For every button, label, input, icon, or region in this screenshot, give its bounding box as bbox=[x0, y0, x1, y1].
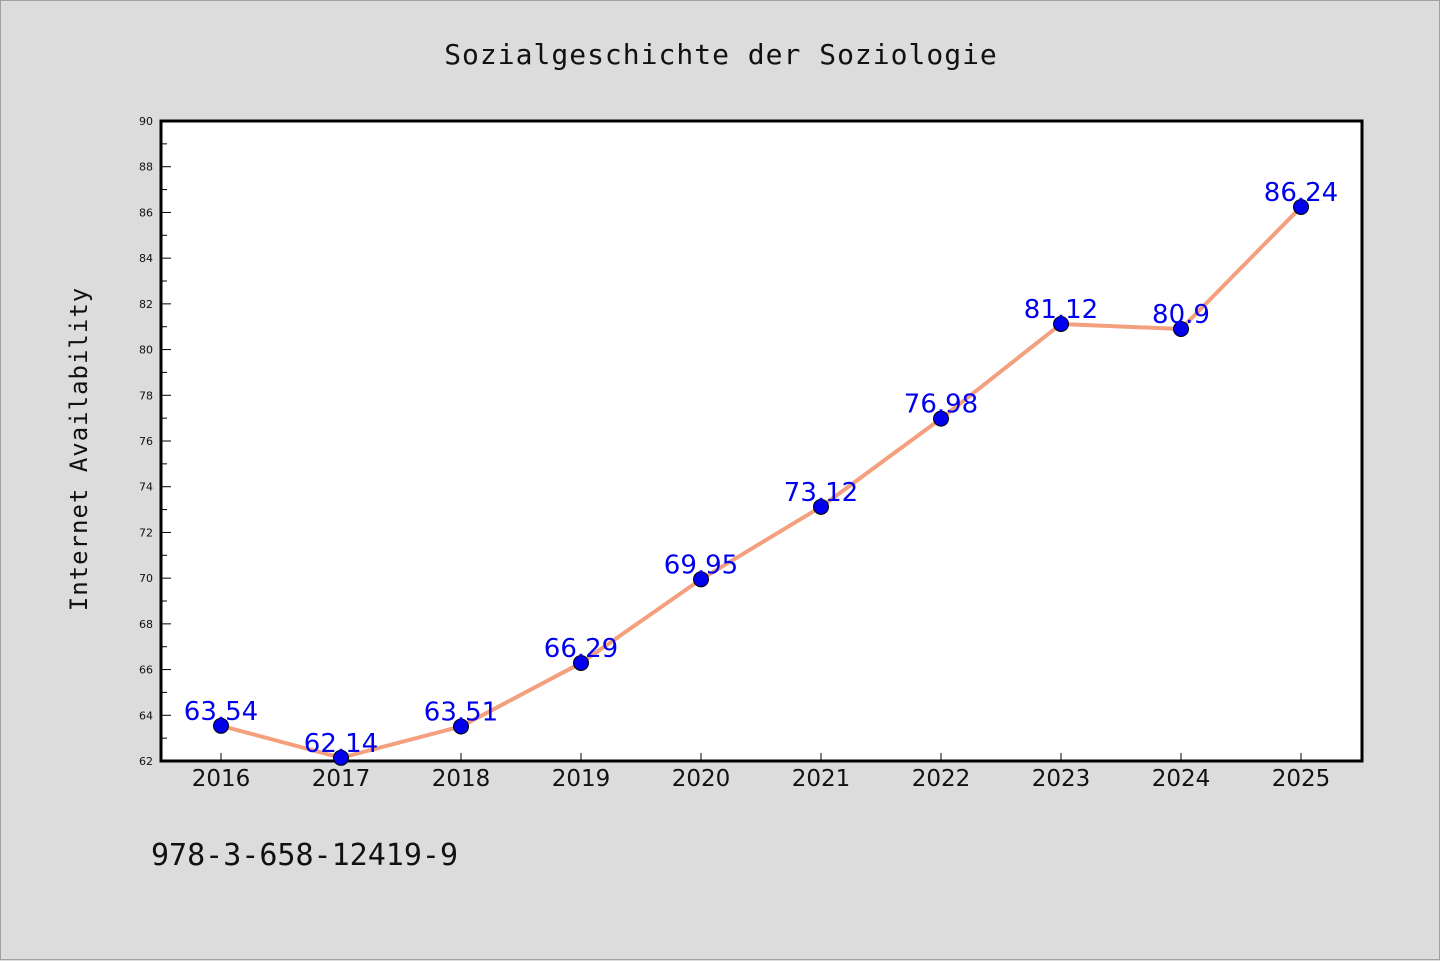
data-point bbox=[1173, 321, 1189, 337]
y-tick-label: 74 bbox=[139, 481, 153, 494]
x-tick-label: 2018 bbox=[432, 766, 491, 792]
series-layer: 63.54 62.14 63.51 66.29 69.95 73.12 76.98 81.12… bbox=[184, 178, 1338, 766]
x-tick-label: 2017 bbox=[312, 766, 371, 792]
x-tick-label: 2024 bbox=[1152, 766, 1211, 792]
data-point bbox=[333, 749, 349, 766]
isbn-text: 978-3-658-12419-9 bbox=[151, 838, 458, 873]
y-tick-label: 76 bbox=[139, 435, 153, 448]
y-tick-label: 62 bbox=[139, 755, 153, 768]
y-tick-label: 70 bbox=[139, 572, 153, 585]
x-tick-label: 2020 bbox=[672, 766, 731, 792]
y-tick-label: 90 bbox=[139, 115, 153, 128]
data-label: 62.14 bbox=[304, 729, 378, 759]
y-tick-label: 78 bbox=[139, 389, 153, 402]
x-tick-label: 2016 bbox=[192, 766, 251, 792]
y-axis-label: Internet Availability bbox=[65, 287, 93, 611]
data-point bbox=[1053, 315, 1069, 332]
x-tick-label: 2023 bbox=[1032, 766, 1091, 792]
plot-area bbox=[159, 119, 1364, 763]
x-tick-label: 2022 bbox=[912, 766, 971, 792]
y-tick-label: 72 bbox=[139, 526, 153, 539]
data-label: 66.29 bbox=[544, 634, 618, 664]
data-label: 63.54 bbox=[184, 697, 258, 727]
y-tick-label: 68 bbox=[139, 618, 153, 631]
y-tick-label: 82 bbox=[139, 298, 153, 311]
data-label: 63.51 bbox=[424, 697, 498, 727]
data-point bbox=[453, 718, 469, 735]
data-point bbox=[933, 410, 949, 427]
data-label: 76.98 bbox=[904, 390, 978, 420]
x-tick-label: 2025 bbox=[1272, 766, 1331, 792]
data-label: 86.24 bbox=[1264, 178, 1338, 208]
y-tick-label: 64 bbox=[139, 709, 153, 722]
data-point bbox=[213, 717, 229, 734]
data-label: 80.9 bbox=[1152, 300, 1210, 330]
data-point bbox=[573, 654, 589, 671]
data-label: 81.12 bbox=[1024, 295, 1098, 325]
y-tick-label: 66 bbox=[139, 664, 153, 677]
y-tick-label: 84 bbox=[139, 252, 153, 265]
data-point bbox=[813, 498, 829, 515]
data-point bbox=[693, 571, 709, 588]
y-tick-label: 88 bbox=[139, 161, 153, 174]
data-point bbox=[1293, 198, 1309, 215]
y-tick-label: 80 bbox=[139, 344, 153, 357]
y-axis: 62 64 66 68 70 72 74 76 78 80 82 84 86 88 90 bbox=[139, 115, 171, 768]
x-tick-label: 2019 bbox=[552, 766, 611, 792]
data-label: 73.12 bbox=[784, 478, 858, 508]
x-axis: 2016 2017 2018 2019 2020 2021 2022 2023 2024 2025 bbox=[192, 753, 1331, 792]
y-tick-label: 86 bbox=[139, 206, 153, 219]
chart-title: Sozialgeschichte der Soziologie bbox=[444, 38, 998, 71]
data-label: 69.95 bbox=[664, 550, 738, 580]
series-line bbox=[220, 205, 1303, 760]
x-tick-label: 2021 bbox=[792, 766, 851, 792]
